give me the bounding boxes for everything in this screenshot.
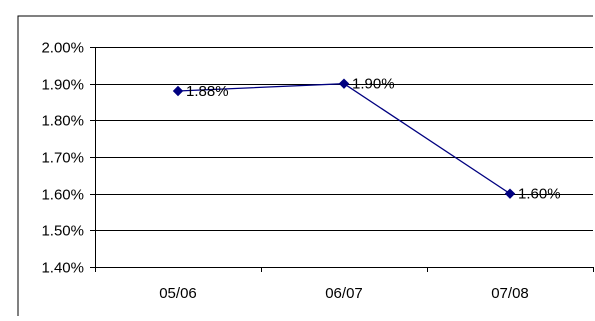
data-label: 1.60% [518,186,561,203]
y-tick-label: 1.80% [41,113,84,130]
y-tick-label: 1.50% [41,223,84,240]
y-tick-label: 1.60% [41,187,84,204]
x-axis-tick-labels: 05/06 06/07 07/08 [159,285,529,302]
chart-area-border [17,15,593,316]
x-tick-label: 06/07 [325,285,363,302]
data-point-marker [338,78,350,89]
series-line [177,83,511,195]
data-labels: 1.88% 1.90% 1.60% [186,76,561,203]
series [172,78,516,199]
gridlines [95,47,593,231]
y-tick-label: 1.70% [41,150,84,167]
axes [90,47,594,272]
y-tick-label: 1.40% [41,260,84,277]
x-tick-label: 05/06 [159,285,197,302]
data-point-marker [172,85,184,97]
y-axis-tick-labels: 2.00% 1.90% 1.80% 1.70% 1.60% 1.50% 1.40% [41,40,84,277]
data-label: 1.90% [352,76,395,93]
y-tick-label: 2.00% [41,40,84,57]
data-point-marker [504,188,516,199]
data-label: 1.88% [186,83,229,100]
chart-frame [17,15,593,316]
y-tick-label: 1.90% [41,77,84,94]
x-tick-label: 07/08 [491,285,529,302]
